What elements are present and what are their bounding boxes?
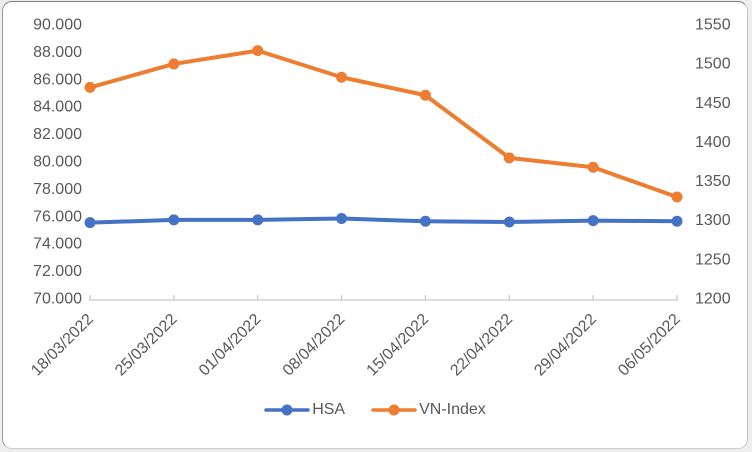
right-axis-tick-label: 1500 [695, 56, 731, 73]
series-marker-vn-index [336, 71, 348, 83]
x-axis-tick-label: 18/03/2022 [28, 311, 97, 380]
left-axis-tick-label: 90.000 [33, 17, 82, 34]
line-chart-plot-area: 90.000 88.000 86.000 84.000 82.000 80.000 78.0… [28, 17, 731, 380]
series-marker-hsa [419, 215, 431, 227]
series-marker-vn-index [671, 191, 683, 203]
left-axis-tick-label: 82.000 [33, 126, 82, 143]
left-axis-tick-label: 76.000 [33, 208, 82, 225]
right-axis-tick-label: 1450 [695, 95, 731, 112]
series-marker-vn-index [168, 58, 180, 70]
right-axis-tick-label: 1550 [695, 17, 731, 34]
x-axis-tick-label: 22/04/2022 [447, 311, 516, 380]
x-axis-tick-label: 25/03/2022 [112, 311, 181, 380]
legend-label-hsa: HSA [312, 401, 346, 418]
left-axis-tick-label: 80.000 [33, 154, 82, 171]
x-axis-tick-label: 06/05/2022 [615, 311, 684, 380]
series-line-vn-index [88, 48, 679, 200]
left-axis-tick-label: 70.000 [33, 291, 82, 308]
series-marker-hsa [168, 214, 180, 226]
series-marker-vn-index [503, 152, 515, 164]
legend-item-hsa: HSA [264, 402, 345, 418]
vnindex-line-marker-icon [371, 404, 417, 416]
series-marker-vn-index [419, 89, 431, 101]
series-marker-vn-index [252, 45, 264, 57]
left-axis-tick-label: 86.000 [33, 71, 82, 88]
left-axis-tick-label: 74.000 [33, 236, 82, 253]
left-axis-tick-label: 84.000 [33, 99, 82, 116]
hsa-line-marker-icon [264, 404, 310, 416]
left-axis-tick-label: 88.000 [33, 44, 82, 61]
right-axis-tick-label: 1400 [695, 134, 731, 151]
right-axis-tick-label: 1350 [695, 173, 731, 190]
right-axis-tick-label: 1300 [695, 212, 731, 229]
left-axis-tick-label: 72.000 [33, 263, 82, 280]
x-axis-tick-label: 29/04/2022 [531, 311, 600, 380]
series-marker-hsa [252, 214, 264, 226]
series-marker-hsa [587, 215, 599, 227]
x-axis-tick-label: 01/04/2022 [196, 311, 265, 380]
series-marker-hsa [503, 216, 515, 228]
left-axis-tick-label: 78.000 [33, 181, 82, 198]
series-line-hsa [88, 216, 679, 225]
right-axis-tick-label: 1250 [695, 251, 731, 268]
series-marker-vn-index [84, 81, 96, 93]
chart-legend: HSA VN-Index [3, 402, 747, 418]
series-marker-vn-index [587, 161, 599, 173]
legend-label-vnindex: VN-Index [419, 401, 486, 418]
x-axis-tick-label: 08/04/2022 [280, 311, 349, 380]
legend-item-vnindex: VN-Index [371, 402, 486, 418]
series-marker-hsa [84, 217, 96, 229]
right-axis-tick-label: 1200 [695, 291, 731, 308]
series-marker-hsa [336, 213, 348, 225]
series-marker-hsa [671, 215, 683, 227]
x-axis-tick-label: 15/04/2022 [364, 311, 433, 380]
